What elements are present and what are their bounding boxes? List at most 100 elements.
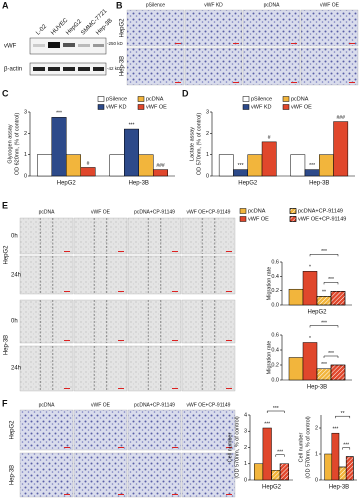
annotation: ** [322,290,326,296]
y-axis-label: Glycogen assay [7,124,13,163]
bracket-label: *** [328,351,334,357]
legend-label: vWF OE [248,216,269,222]
panel-label: C [2,88,9,98]
bracket [309,325,339,328]
bar [66,154,81,177]
bracket-label: *** [321,320,327,326]
bar-hatch [330,291,346,306]
micrograph [127,409,182,451]
y-tick-label: 3 [24,109,27,115]
scale-bar [118,251,124,252]
legend-hatch [289,216,297,222]
marker-label: -250 kD [107,41,124,46]
x-tick-label: HepG2 [57,181,77,187]
western-blot [29,37,107,76]
y-axis-label: Cell number [227,433,233,463]
legend-hatch [289,208,297,214]
bar-hatch [279,463,289,481]
scale-bar [233,82,239,83]
y-tick-label: 1 [315,451,318,457]
legend-label: pcDNA [291,96,309,102]
y-tick-label: 0.2 [271,362,279,368]
bar [333,121,349,177]
micrograph [184,47,243,86]
y-tick-label: 2 [24,131,27,137]
micrograph [73,299,128,344]
y-tick-label: 3 [244,429,247,435]
scale-bar [226,447,232,448]
scale-bar [349,43,355,44]
bar [138,154,154,177]
x-tick-label: Hep-3B [329,485,349,491]
x-tick-label: HepG2 [262,485,282,491]
annotation: *** [238,163,244,169]
bar [218,154,234,177]
legend-label: vWF OE [146,104,167,110]
scale-bar [349,82,355,83]
micrograph [181,299,236,344]
bracket [309,254,339,257]
y-axis-label: OD 620nm, (% of control) [14,113,20,176]
x-tick-label: HepG2 [307,310,327,316]
legend-label: pcDNA [146,96,164,102]
y-tick-label: 0.6 [271,332,279,338]
legend-label: pcDNA+CP-91149 [298,208,343,214]
legend-swatch [242,96,250,102]
scale-bar [172,251,178,252]
y-tick-label: 0.0 [271,302,279,308]
bracket [266,410,285,413]
scale-bar [175,43,181,44]
bracket [275,454,285,457]
bar [109,154,125,177]
lane-label: L-02 [35,23,48,36]
y-tick-label: 4 [244,412,247,418]
scale-bar [226,251,232,252]
annotation: # [87,161,90,167]
micrograph [19,217,74,255]
scale-bar [226,340,232,341]
bracket [335,415,351,419]
scale-bar [291,43,297,44]
column-label: pcDNA+CP-91149 [134,209,175,215]
bar [302,271,318,306]
panel-label: E [2,200,8,210]
micrograph [181,255,236,295]
micrograph [127,452,182,498]
x-tick-label: Hep-3B [307,385,327,391]
bar-hatch [316,296,332,306]
panel-label: A [2,0,9,10]
time-label: 0h [11,319,18,325]
micrograph [181,409,236,451]
bar [80,167,96,177]
x-tick-label: Hep-3B [309,181,329,187]
bar-hatch [338,466,347,481]
annotation: * [309,336,311,342]
bar [288,357,304,381]
scale-bar [64,340,70,341]
annotation: *** [309,163,315,169]
row-label: HepG2 [10,420,16,440]
row-label: HepG2 [120,18,126,38]
time-label: 0h [11,234,18,240]
scale-bar [64,494,70,495]
bracket [323,282,339,285]
legend-label: vWF KD [106,104,126,110]
micrograph [19,409,74,451]
bar [319,154,334,177]
bracket-label: *** [328,277,334,283]
bar [262,427,272,481]
legend-swatch [282,104,290,110]
micrograph [127,217,182,255]
column-label: pcDNA [39,402,56,408]
column-label: pcDNA [264,2,281,8]
bar [304,169,320,177]
time-label: 24h [11,366,21,372]
column-label: vWF OE [91,209,111,215]
y-axis-label: OD 570nm, (% of control) [196,113,202,176]
scale-bar [172,388,178,389]
bracket [323,355,339,358]
column-label: vWF OE+CP-91149 [187,402,231,408]
y-axis-label: Migration rate [266,267,272,301]
bracket-label: *** [277,450,283,456]
